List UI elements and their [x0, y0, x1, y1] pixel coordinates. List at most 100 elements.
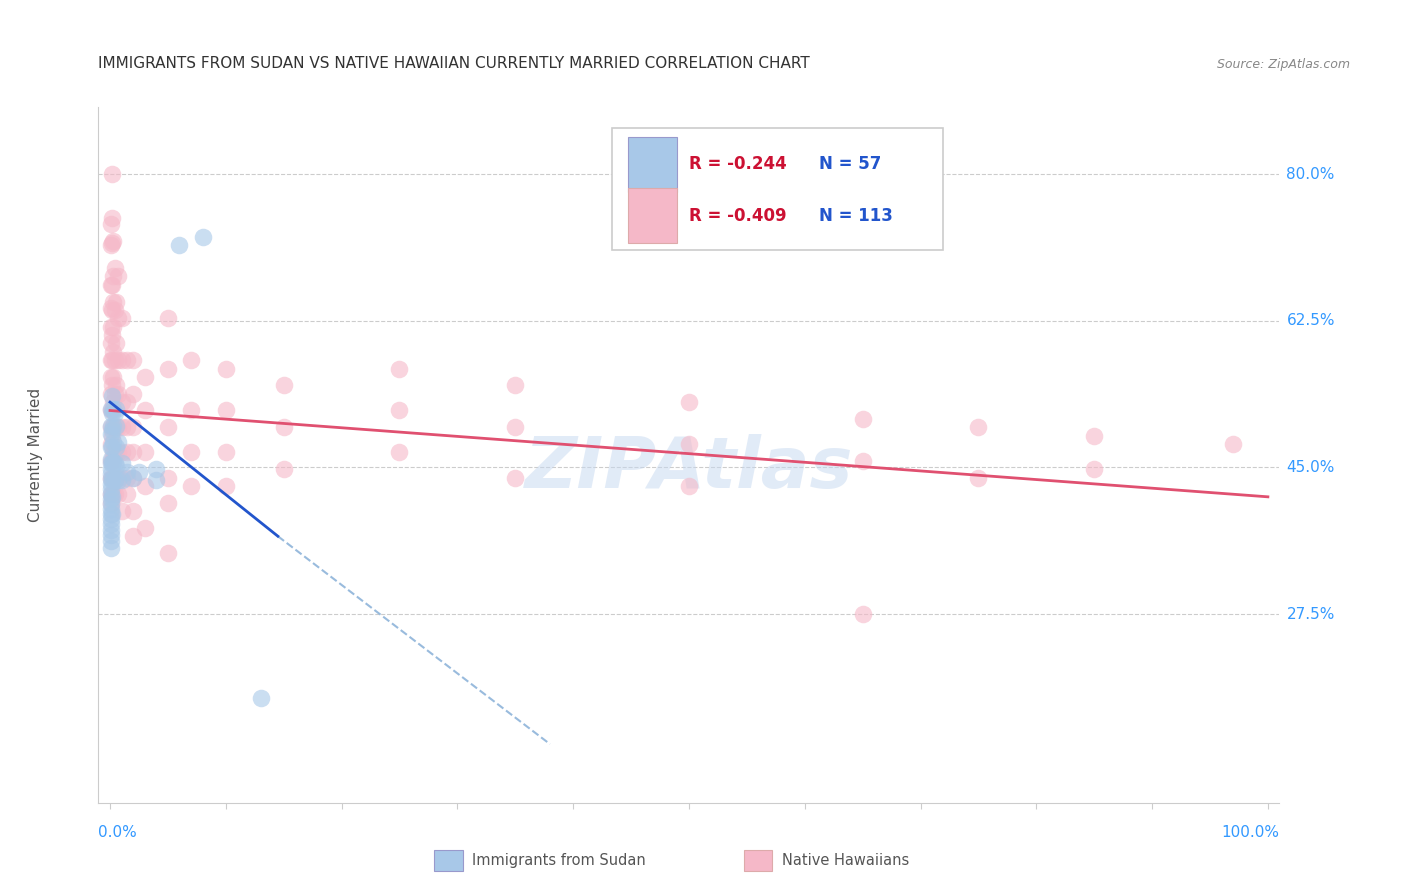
Point: [104, 458, 127, 473]
Point: [1083, 428, 1105, 442]
Point: [100, 277, 122, 292]
Text: Native Hawaiians: Native Hawaiians: [782, 854, 910, 868]
Point: [128, 465, 150, 479]
Point: [104, 420, 127, 434]
Text: 0.0%: 0.0%: [98, 825, 138, 840]
Point: [100, 301, 122, 316]
Point: [852, 454, 875, 468]
Point: [104, 260, 127, 275]
Point: [169, 238, 191, 252]
Point: [101, 473, 124, 487]
Point: [101, 423, 124, 437]
Point: [101, 353, 124, 368]
Point: [104, 336, 127, 351]
Point: [100, 319, 122, 334]
Point: [104, 470, 127, 484]
Point: [104, 445, 127, 459]
Text: 100.0%: 100.0%: [1222, 825, 1279, 840]
Point: [104, 456, 127, 470]
Point: [104, 445, 127, 459]
Point: [117, 465, 139, 479]
Point: [107, 445, 129, 459]
Point: [100, 437, 122, 451]
Point: [100, 386, 122, 401]
Point: [180, 479, 202, 493]
Point: [1083, 462, 1105, 476]
Point: [110, 504, 132, 518]
Point: [249, 691, 271, 706]
Point: [104, 406, 127, 420]
Point: [145, 462, 167, 476]
Point: [104, 353, 127, 368]
Point: [103, 487, 125, 501]
Point: [678, 395, 700, 409]
Point: [110, 473, 132, 487]
Point: [103, 234, 125, 248]
Point: [100, 454, 122, 468]
Point: [103, 435, 125, 450]
Point: [100, 517, 122, 532]
Point: [156, 361, 179, 376]
Point: [100, 497, 122, 511]
Point: [215, 403, 238, 417]
Point: [100, 440, 122, 454]
Point: [122, 353, 145, 368]
Text: ZIPAtlas: ZIPAtlas: [524, 434, 853, 503]
Point: [100, 370, 122, 384]
Point: [100, 487, 122, 501]
Point: [503, 420, 526, 434]
Point: [104, 294, 127, 309]
Point: [100, 467, 122, 482]
Point: [100, 418, 122, 433]
Point: [103, 294, 125, 309]
Point: [107, 311, 129, 326]
Point: [101, 235, 124, 250]
Point: [103, 445, 125, 459]
Point: [104, 473, 127, 487]
Point: [100, 541, 122, 555]
Point: [100, 401, 122, 416]
Point: [101, 328, 124, 343]
Point: [101, 507, 124, 521]
Point: [678, 437, 700, 451]
Point: [104, 440, 127, 454]
Text: R = -0.244: R = -0.244: [689, 155, 787, 173]
Point: [503, 378, 526, 392]
Point: [273, 420, 295, 434]
Point: [103, 395, 125, 409]
Point: [107, 487, 129, 501]
Point: [103, 470, 125, 484]
Text: IMMIGRANTS FROM SUDAN VS NATIVE HAWAIIAN CURRENTLY MARRIED CORRELATION CHART: IMMIGRANTS FROM SUDAN VS NATIVE HAWAIIAN…: [98, 56, 810, 71]
Point: [103, 420, 125, 434]
Point: [156, 470, 179, 484]
Point: [103, 455, 125, 469]
Point: [101, 406, 124, 420]
Point: [101, 389, 124, 403]
Point: [134, 521, 156, 535]
Point: [104, 401, 127, 416]
Point: [100, 218, 122, 232]
Point: [100, 483, 122, 497]
Point: [100, 462, 122, 476]
Point: [100, 527, 122, 541]
Point: [215, 361, 238, 376]
Point: [122, 386, 145, 401]
Point: [104, 420, 127, 434]
Point: [122, 470, 145, 484]
Point: [107, 420, 129, 434]
Point: [156, 546, 179, 560]
Point: [101, 403, 124, 417]
Point: [100, 238, 122, 252]
Point: [107, 470, 129, 484]
Point: [100, 420, 122, 434]
Point: [117, 470, 139, 484]
Point: [107, 353, 129, 368]
Point: [117, 487, 139, 501]
Point: [100, 336, 122, 351]
Point: [503, 470, 526, 484]
FancyBboxPatch shape: [627, 137, 678, 192]
Point: [1222, 437, 1244, 451]
Point: [104, 418, 127, 433]
Point: [101, 454, 124, 468]
Point: [101, 302, 124, 317]
